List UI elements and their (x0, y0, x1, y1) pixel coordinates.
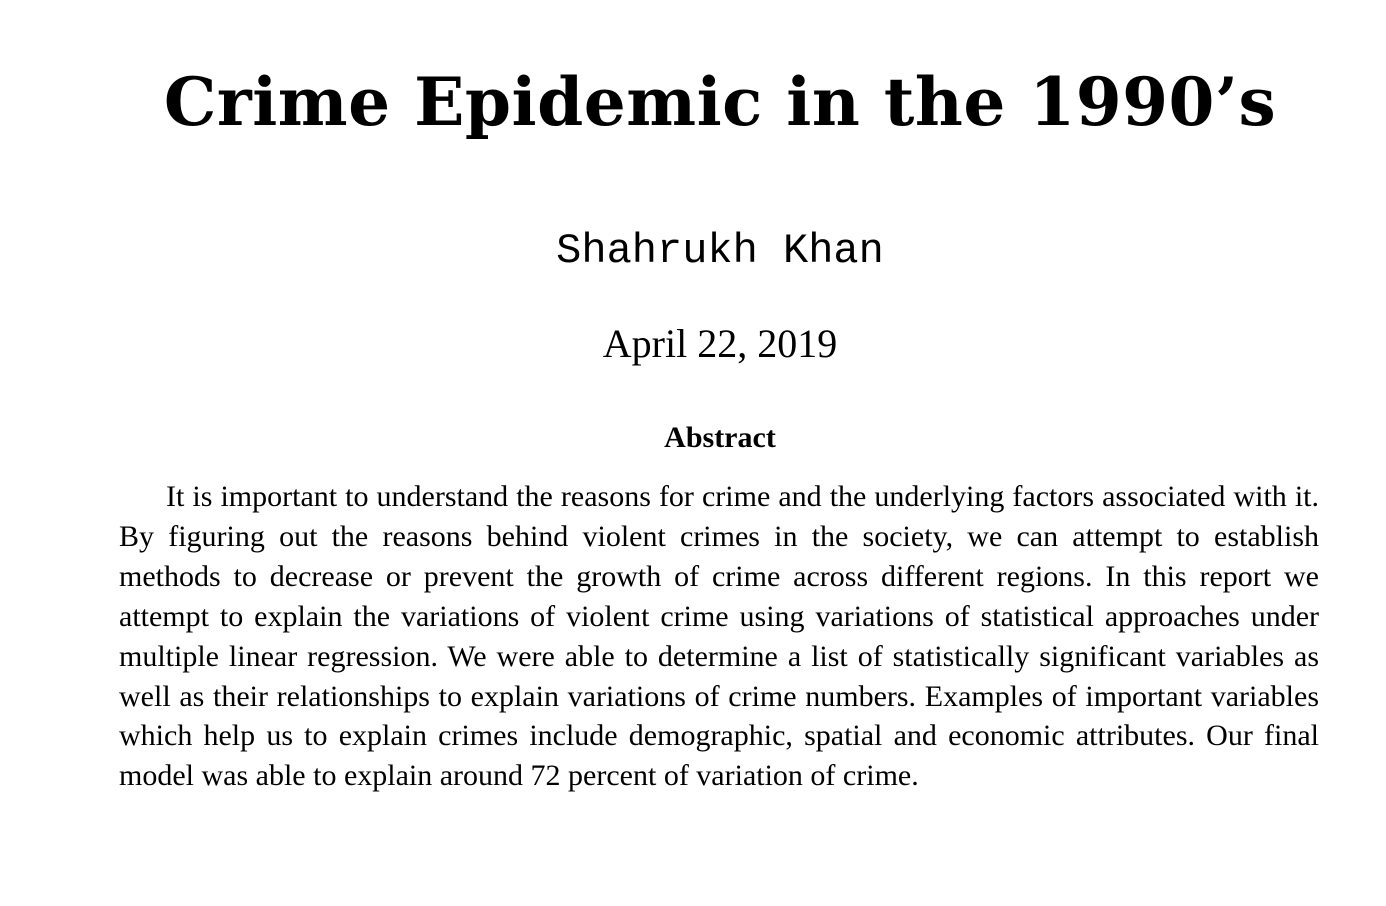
paper-title: Crime Epidemic in the 1990’s (163, 63, 1277, 141)
paper-date: April 22, 2019 (602, 321, 838, 366)
abstract-body: It is important to understand the reason… (119, 480, 1319, 793)
paper-author: Shahrukh Khan (556, 227, 884, 275)
abstract-heading: Abstract (664, 421, 776, 454)
